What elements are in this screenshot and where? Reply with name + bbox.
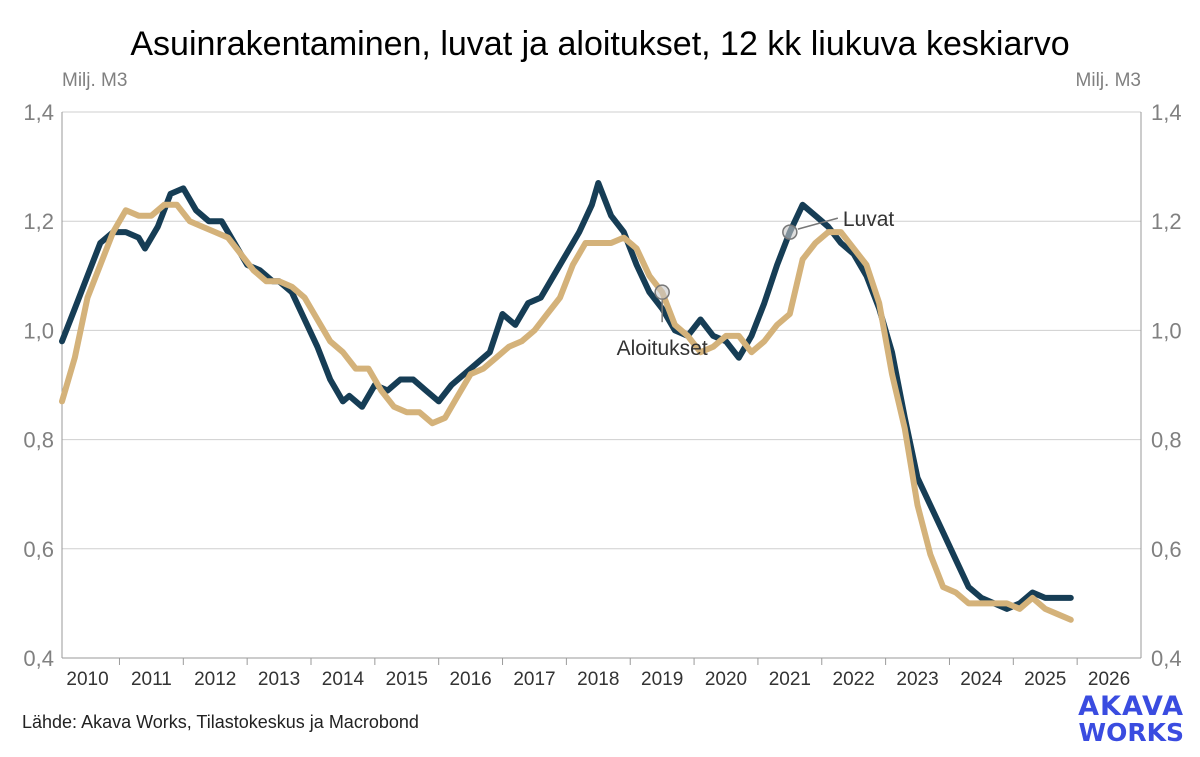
x-tick-label: 2019 <box>641 669 683 690</box>
y-axis-label-right: Milj. M3 <box>1076 70 1141 91</box>
x-ticks: 2010 2011 2012 2013 2014 2015 2016 2017 2018 2019… <box>66 658 1130 690</box>
y-tick-label-right: 1,4 <box>1151 100 1182 125</box>
source-note: Lähde: Akava Works, Tilastokeskus ja Mac… <box>22 712 419 732</box>
series-line-luvat <box>59 180 1074 612</box>
y-tick-label-right: 0,4 <box>1151 646 1182 671</box>
x-tick-label: 2015 <box>386 669 428 690</box>
x-tick-label: 2014 <box>322 669 365 690</box>
y-tick-label-right: 1,0 <box>1151 318 1182 343</box>
y-tick-label-left: 1,2 <box>23 209 54 234</box>
x-tick-label: 2013 <box>258 669 300 690</box>
x-tick-label: 2018 <box>577 669 619 690</box>
x-tick-label: 2026 <box>1088 669 1130 690</box>
x-tick-label: 2024 <box>960 669 1003 690</box>
annotation-luvat: Luvat <box>843 208 895 231</box>
y-axis-label-left: Milj. M3 <box>62 70 127 91</box>
x-tick-label: 2022 <box>833 669 875 690</box>
y-ticks-right: 0,4 0,6 0,8 1,0 1,2 1,4 <box>1151 100 1182 671</box>
annotation-marker-luvat <box>782 224 798 240</box>
y-tick-label-right: 0,6 <box>1151 537 1182 562</box>
x-tick-label: 2011 <box>131 669 172 690</box>
x-tick-label: 2025 <box>1024 669 1066 690</box>
annotation-aloitukset: Aloitukset <box>617 337 708 360</box>
x-tick-label: 2021 <box>769 669 811 690</box>
x-tick-label: 2012 <box>194 669 236 690</box>
y-tick-label-left: 0,6 <box>23 537 54 562</box>
chart-title: Asuinrakentaminen, luvat ja aloitukset, … <box>130 25 1069 63</box>
x-tick-label: 2017 <box>513 669 555 690</box>
x-tick-label: 2020 <box>705 669 747 690</box>
y-tick-label-left: 0,4 <box>23 646 54 671</box>
x-tick-label: 2016 <box>449 669 491 690</box>
annotation-marker-aloitukset <box>654 284 670 300</box>
logo-line2: WORKS <box>1079 718 1184 747</box>
y-tick-label-right: 1,2 <box>1151 209 1182 234</box>
y-tick-label-left: 1,0 <box>23 318 54 343</box>
x-tick-label: 2010 <box>66 669 108 690</box>
logo-line1: AKAVA <box>1078 691 1184 722</box>
annotations: Luvat Aloitukset <box>617 208 895 360</box>
y-tick-label-right: 0,8 <box>1151 428 1182 453</box>
series-line-aloitukset <box>59 201 1074 623</box>
x-tick-label: 2023 <box>896 669 938 690</box>
y-tick-label-left: 1,4 <box>23 100 54 125</box>
series-group <box>59 180 1074 623</box>
y-tick-label-left: 0,8 <box>23 428 54 453</box>
plot-frame <box>61 112 1142 659</box>
annotation-leader-luvat <box>797 217 839 230</box>
y-ticks-left: 0,4 0,6 0,8 1,0 1,2 1,4 <box>23 100 54 671</box>
